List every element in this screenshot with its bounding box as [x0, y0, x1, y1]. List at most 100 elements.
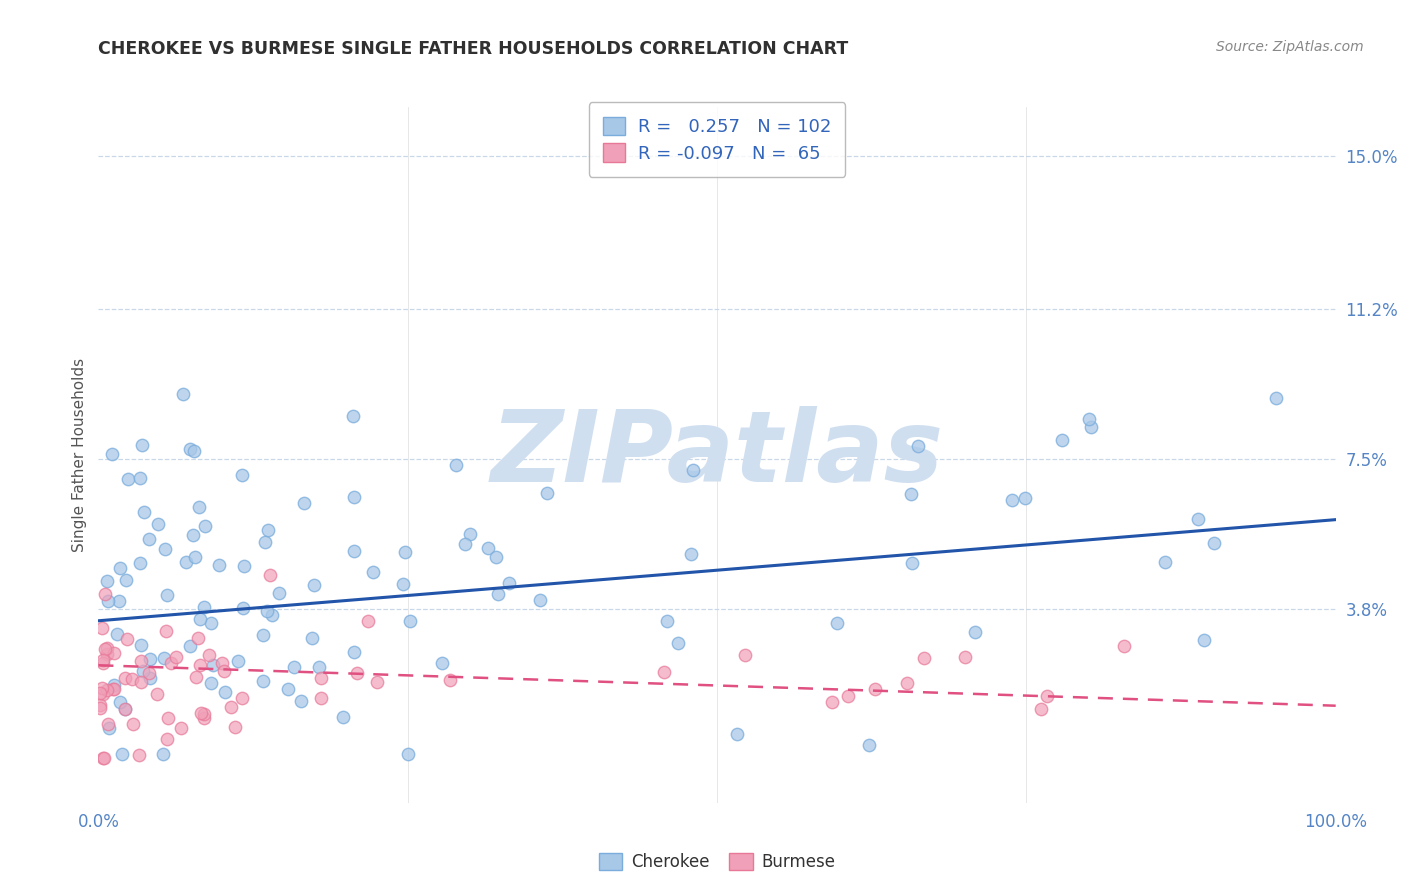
Point	[1204, 535, 1226, 549]
Point	[179, 639, 201, 653]
Point	[1014, 491, 1036, 505]
Point	[837, 689, 859, 703]
Point	[156, 731, 179, 746]
Text: ZIPatlas: ZIPatlas	[491, 407, 943, 503]
Point	[821, 695, 844, 709]
Point	[458, 526, 481, 541]
Point	[655, 614, 678, 628]
Point	[160, 656, 183, 670]
Point	[1029, 702, 1052, 716]
Point	[343, 644, 366, 658]
Point	[392, 577, 415, 591]
Point	[187, 631, 209, 645]
Point	[907, 439, 929, 453]
Point	[292, 496, 315, 510]
Point	[1192, 633, 1215, 648]
Point	[486, 587, 509, 601]
Point	[269, 586, 291, 600]
Point	[190, 706, 212, 720]
Point	[110, 561, 132, 575]
Point	[132, 505, 155, 519]
Point	[912, 651, 935, 665]
Point	[89, 698, 111, 713]
Legend: Cherokee, Burmese: Cherokee, Burmese	[592, 847, 842, 878]
Point	[301, 631, 323, 645]
Point	[1187, 512, 1209, 526]
Point	[900, 487, 922, 501]
Point	[193, 706, 215, 721]
Point	[138, 532, 160, 546]
Point	[129, 675, 152, 690]
Point	[253, 534, 276, 549]
Point	[346, 665, 368, 680]
Point	[955, 649, 977, 664]
Point	[485, 549, 508, 564]
Point	[105, 627, 128, 641]
Point	[91, 621, 114, 635]
Point	[366, 675, 388, 690]
Point	[146, 688, 169, 702]
Point	[91, 653, 114, 667]
Point	[1001, 492, 1024, 507]
Point	[139, 671, 162, 685]
Point	[121, 672, 143, 686]
Point	[430, 657, 453, 671]
Point	[256, 604, 278, 618]
Point	[128, 748, 150, 763]
Point	[231, 691, 253, 706]
Point	[681, 547, 703, 561]
Point	[111, 747, 134, 762]
Point	[304, 578, 326, 592]
Point	[188, 612, 211, 626]
Point	[652, 665, 675, 680]
Point	[138, 666, 160, 681]
Point	[200, 676, 222, 690]
Point	[115, 632, 138, 646]
Point	[309, 671, 332, 685]
Text: Source: ZipAtlas.com: Source: ZipAtlas.com	[1216, 40, 1364, 54]
Point	[101, 447, 124, 461]
Point	[165, 649, 187, 664]
Point	[219, 700, 242, 714]
Point	[682, 463, 704, 477]
Point	[183, 443, 205, 458]
Point	[108, 594, 131, 608]
Point	[446, 458, 468, 472]
Point	[1265, 392, 1288, 406]
Point	[155, 624, 177, 638]
Point	[963, 624, 986, 639]
Y-axis label: Single Father Households: Single Father Households	[72, 358, 87, 552]
Point	[232, 600, 254, 615]
Point	[332, 710, 354, 724]
Point	[252, 673, 274, 688]
Point	[152, 650, 174, 665]
Point	[129, 654, 152, 668]
Point	[361, 565, 384, 579]
Point	[214, 664, 236, 678]
Point	[439, 673, 461, 687]
Point	[825, 615, 848, 630]
Point	[198, 648, 221, 662]
Point	[114, 702, 136, 716]
Point	[93, 656, 115, 670]
Point	[231, 467, 253, 482]
Point	[97, 594, 120, 608]
Point	[108, 695, 131, 709]
Point	[96, 683, 118, 698]
Point	[252, 628, 274, 642]
Point	[96, 574, 118, 589]
Point	[290, 694, 312, 708]
Point	[184, 549, 207, 564]
Point	[226, 654, 249, 668]
Point	[129, 556, 152, 570]
Point	[1077, 411, 1099, 425]
Point	[93, 751, 115, 765]
Point	[725, 727, 748, 741]
Point	[94, 587, 117, 601]
Point	[529, 592, 551, 607]
Point	[259, 568, 281, 582]
Point	[132, 664, 155, 678]
Point	[1112, 639, 1135, 653]
Point	[211, 656, 233, 670]
Point	[277, 681, 299, 696]
